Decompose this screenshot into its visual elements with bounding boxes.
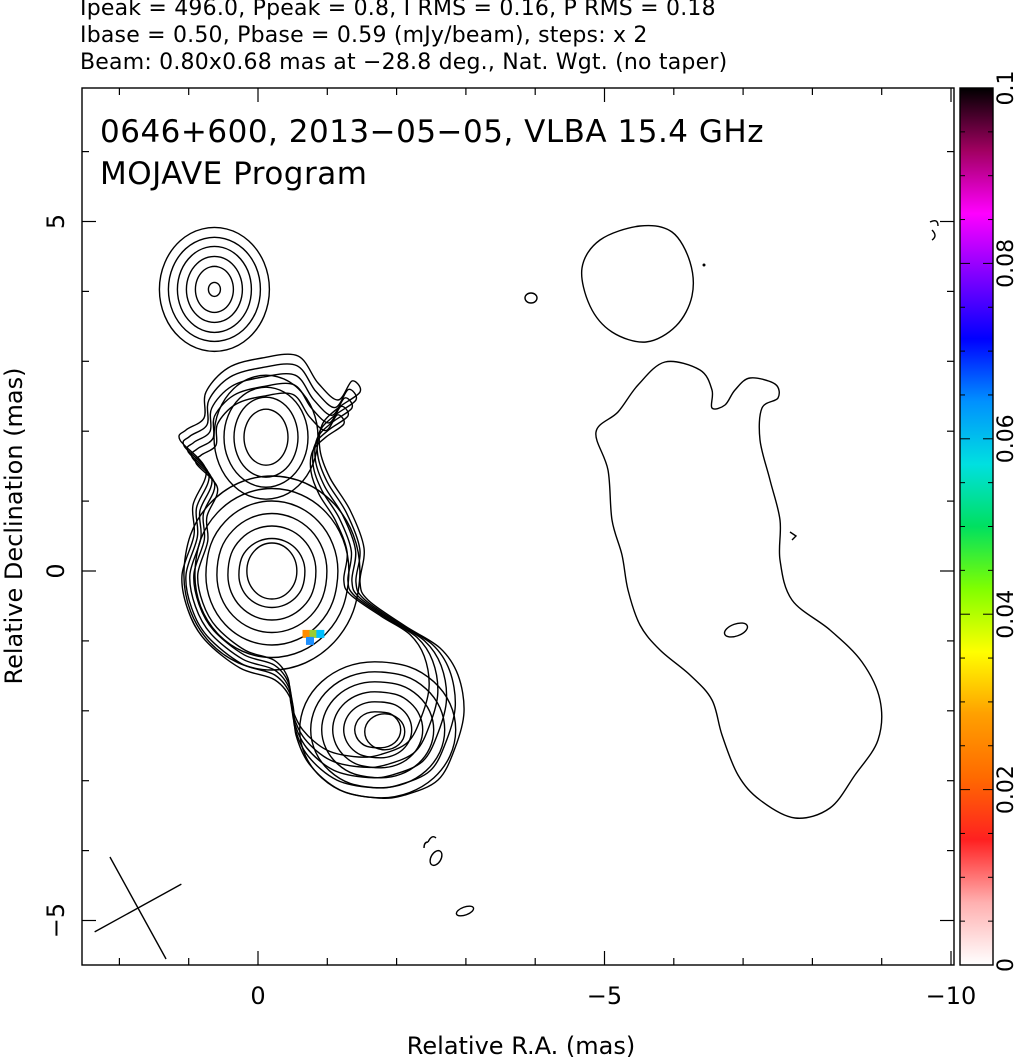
- contour-core: [227, 525, 317, 621]
- colorbar-ticks: 0 0.02 0.04 0.06 0.08 0.1: [960, 71, 1019, 972]
- contour-upper-knot: [213, 374, 319, 500]
- y-tick-label: 0: [42, 563, 70, 578]
- header-peak-line: Ipeak = 496.0, Ppeak = 0.8, I RMS = 0.16…: [80, 0, 716, 21]
- header-beam-line: Beam: 0.80x0.68 mas at −28.8 deg., Nat. …: [80, 50, 728, 75]
- contour-envelope: [194, 392, 430, 758]
- contour-core-peak: [246, 542, 298, 600]
- contour-lower-peak: [364, 713, 406, 751]
- polarization-pixel: [302, 629, 311, 638]
- polarization-pixel: [305, 636, 314, 645]
- contour-core: [216, 512, 328, 634]
- contour-lower-knot: [298, 661, 457, 799]
- pol-contour-speck: [524, 292, 538, 304]
- axis-ticks: [82, 88, 954, 965]
- contour-lower-knot: [331, 691, 424, 769]
- colorbar-tick-label: 0.1: [994, 71, 1019, 106]
- x-tick-label: −5: [587, 982, 622, 1010]
- pol-contour-small: [723, 622, 749, 638]
- contour-core: [205, 500, 339, 646]
- contour-upper-knot: [233, 396, 299, 478]
- contour-upper-knot: [243, 408, 289, 466]
- x-tick-labels: 0 −5 −10: [250, 982, 976, 1010]
- map-subtitle: MOJAVE Program: [100, 156, 367, 192]
- contour-upper-left: [194, 265, 235, 314]
- y-axis-label: Relative Declination (mas): [0, 367, 28, 684]
- y-tick-label: −5: [42, 903, 70, 938]
- colorbar: [959, 87, 994, 966]
- pol-contour-main: [595, 360, 883, 819]
- pol-contour-edge: [929, 219, 939, 241]
- contour-lower-knot: [353, 711, 402, 749]
- colorbar-tick-label: 0: [994, 958, 1019, 972]
- colorbar-tick-label: 0.02: [994, 765, 1019, 814]
- map-title: 0646+600, 2013−05−05, VLBA 15.4 GHz: [100, 114, 764, 150]
- contour-lines: [158, 219, 939, 917]
- contour-lower-knot: [320, 681, 435, 779]
- contour-upper-knot: [223, 386, 309, 488]
- contour-upper-left: [158, 226, 271, 352]
- header-base-line: Ibase = 0.50, Pbase = 0.59 (mJy/beam), s…: [80, 23, 648, 48]
- pol-contour-tick: [789, 531, 798, 541]
- contour-noise: [429, 849, 443, 867]
- polarization-pixel: [316, 629, 325, 638]
- contour-outer: [178, 353, 465, 799]
- colorbar-tick-label: 0.04: [994, 590, 1019, 639]
- contour-core: [238, 537, 306, 609]
- contour-noise: [702, 263, 706, 267]
- contour-envelope: [190, 382, 439, 769]
- y-tick-label: 5: [42, 214, 70, 229]
- contour-upper-left-peak: [207, 281, 222, 298]
- plot-frame: [81, 87, 955, 966]
- pol-contour-top: [580, 224, 694, 343]
- beam-minor-axis: [94, 883, 182, 933]
- contour-noise: [455, 905, 475, 917]
- x-tick-label: −10: [926, 982, 977, 1010]
- contour-core: [194, 487, 350, 659]
- polarization-pixels: [302, 629, 325, 645]
- beam-ellipse-cross: [94, 856, 182, 960]
- colorbar-tick-label: 0.08: [994, 239, 1019, 288]
- colorbar-tick-label: 0.06: [994, 414, 1019, 463]
- contour-upper-left: [185, 255, 244, 324]
- contour-upper-left: [176, 245, 253, 334]
- contour-lower-knot: [342, 701, 413, 759]
- y-tick-labels: 5 0 −5: [42, 214, 70, 938]
- polarization-pixel: [309, 629, 318, 638]
- contour-upper-left: [167, 236, 262, 343]
- contour-core: [183, 475, 361, 671]
- x-axis-label: Relative R.A. (mas): [407, 1032, 635, 1060]
- x-tick-label: 0: [250, 982, 265, 1010]
- contour-lower-knot: [309, 671, 446, 789]
- contour-noise: [423, 835, 437, 849]
